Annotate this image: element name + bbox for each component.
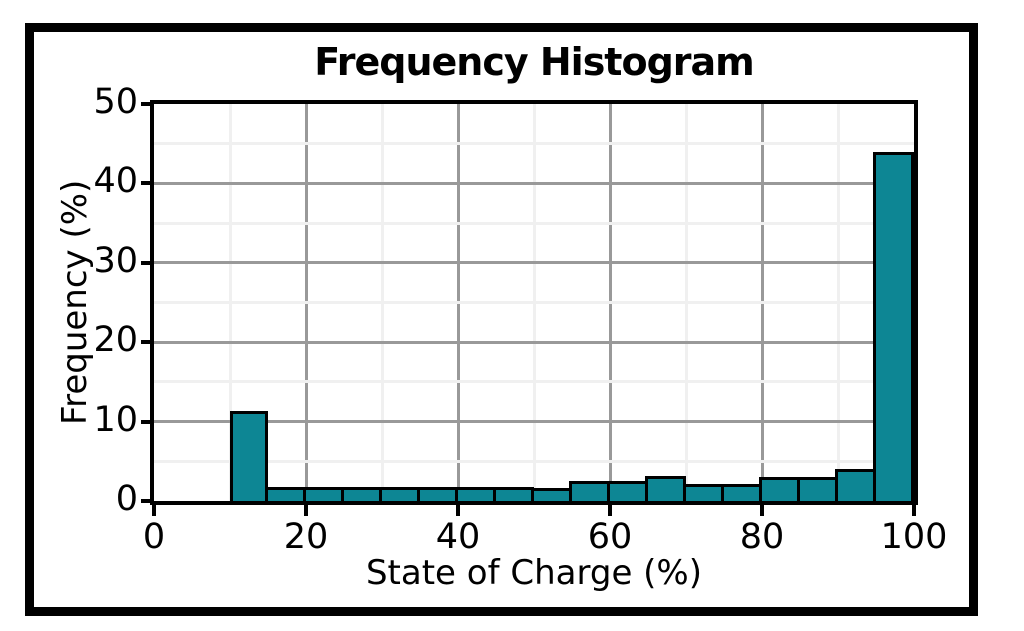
x-axis-label: State of Charge (%) <box>365 553 703 593</box>
histogram-bar <box>873 152 914 501</box>
y-tick-label: 10 <box>93 399 138 440</box>
y-tick <box>141 499 150 503</box>
histogram-bar <box>683 484 724 501</box>
gridline-horizontal-minor <box>154 301 914 304</box>
x-tick <box>304 505 308 516</box>
x-tick <box>152 505 156 516</box>
plot-area: 0 20 40 60 80 100 0 10 20 30 40 50 <box>93 82 947 557</box>
gridline-horizontal-major <box>154 420 914 424</box>
gridline-horizontal-major <box>154 340 914 344</box>
y-tick <box>141 260 150 265</box>
gridline-horizontal-minor <box>154 459 914 463</box>
gridline-horizontal-minor <box>154 142 914 146</box>
x-tick-label: 40 <box>435 517 481 557</box>
histogram-bar <box>569 481 610 501</box>
y-tick <box>141 181 150 186</box>
histogram-bar <box>455 487 496 501</box>
histogram-bar <box>417 487 458 501</box>
histogram-bar <box>303 487 344 501</box>
histogram-bar <box>341 487 382 501</box>
x-tick-label: 80 <box>739 517 785 557</box>
y-tick <box>141 102 150 106</box>
y-tick-label: 0 <box>115 479 138 519</box>
histogram-bar <box>835 469 876 501</box>
gridline-horizontal-major <box>154 181 914 185</box>
x-tick-label: 100 <box>880 517 948 557</box>
x-tick-label: 60 <box>587 517 633 557</box>
x-tick <box>456 505 460 516</box>
chart-title: Frequency Histogram <box>314 40 755 84</box>
histogram-bar <box>759 477 800 501</box>
histogram-bar <box>531 488 572 501</box>
gridline-horizontal-minor <box>154 221 914 225</box>
y-tick-label: 40 <box>93 161 138 202</box>
y-tick <box>141 419 150 424</box>
y-tick-label: 50 <box>93 82 138 122</box>
y-tick <box>141 340 150 345</box>
histogram-bar <box>493 487 534 501</box>
y-tick-label: 20 <box>93 320 138 361</box>
x-tick-label: 20 <box>283 517 329 557</box>
x-tick <box>912 505 916 516</box>
gridline-horizontal-minor <box>154 380 914 384</box>
histogram-bar <box>797 477 838 501</box>
histogram-bar <box>645 476 686 501</box>
x-tick <box>760 505 764 516</box>
histogram-bar <box>379 487 420 501</box>
histogram-bar <box>607 481 648 501</box>
x-tick-label: 0 <box>142 517 166 557</box>
histogram-bar <box>230 411 268 501</box>
gridline-horizontal-major <box>154 261 914 265</box>
y-tick-label: 30 <box>93 240 138 281</box>
x-tick <box>608 505 612 516</box>
histogram-bar <box>265 487 306 501</box>
histogram-bar <box>721 484 762 501</box>
